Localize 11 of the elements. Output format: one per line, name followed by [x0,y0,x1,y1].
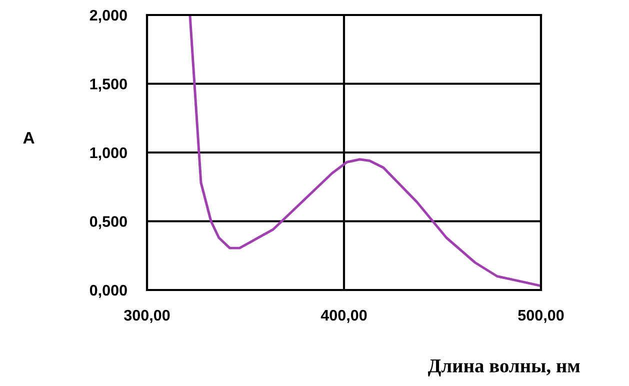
line-series [188,15,541,288]
x-tick-label: 300,00 [124,310,170,323]
x-tick-label: 400,00 [320,310,367,323]
y-tick-label: 2,000 [90,10,127,23]
y-tick-label: 1,500 [90,78,127,92]
y-tick-label: 0,000 [90,284,127,298]
x-axis-title: Длина волны, нм [428,360,580,376]
y-tick-label: 1,000 [90,147,127,160]
x-tick-label: 500,00 [518,310,564,323]
y-tick-label: 0,500 [90,216,127,230]
y-axis-title: A [23,132,34,144]
